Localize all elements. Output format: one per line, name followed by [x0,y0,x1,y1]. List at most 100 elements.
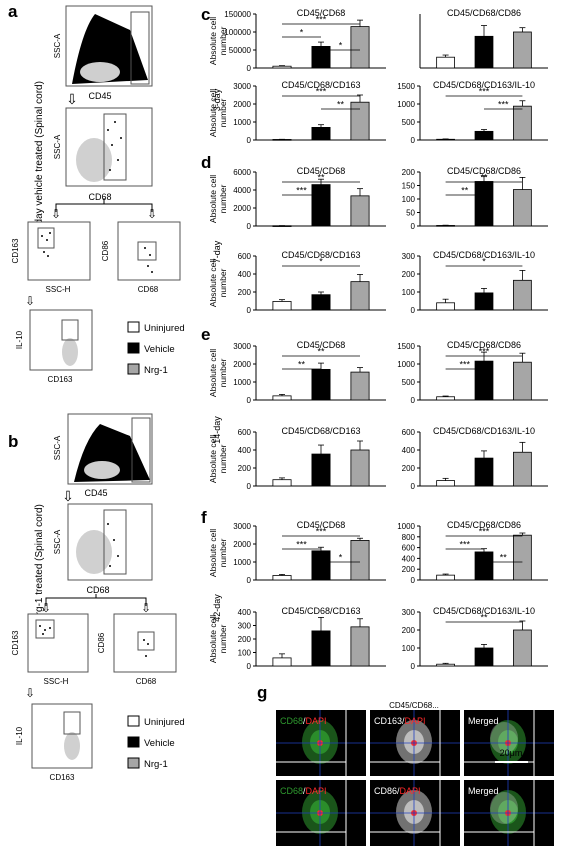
event [117,555,119,557]
y-tick-label: 2000 [233,360,251,369]
y-axis-label: Absolute cellnumber [208,529,228,577]
y-tick-label: 100 [402,195,416,204]
legend-label-nrg1: Nrg-1 [144,365,168,376]
chart-title: CD45/CD68/CD163/IL-10 [433,426,535,436]
bar-nrg-1 [513,279,532,311]
significance-stars: *** [479,527,490,537]
y-tick-label: 0 [247,136,252,145]
y-axis-label: Absolute cellnumber [208,17,228,65]
bar-uninjured [272,657,292,667]
y-tick-label: 400 [238,608,252,617]
bar-nrg-1 [513,189,532,227]
flow-plot-cd163 [27,613,89,673]
significance-stars: ** [500,553,508,563]
bar-vehicle [311,184,331,227]
arrow-down-icon: ⇩ [41,601,51,615]
axis-ssc-h: SSC-H [46,285,71,294]
tile-label: CD86/DAPI [374,786,421,796]
y-tick-label: 1000 [397,360,415,369]
y-tick-label: 200 [402,565,416,574]
legend-label-vehicle: Vehicle [144,344,175,355]
chart-title: CD45/CD68/CD163 [281,250,360,260]
bar-vehicle [311,453,331,487]
gate [35,619,55,639]
y-tick-label: 3000 [233,342,251,351]
side-label-b: 42-day Nrg-1 treated (Spinal cord) [34,504,45,656]
y-tick-label: 1000 [233,378,251,387]
micrograph-header: CD45/CD68... [389,701,439,710]
legend-swatch-vehicle [127,736,140,748]
y-tick-label: 400 [402,554,416,563]
bar-vehicle [474,35,494,69]
y-tick-label: 0 [411,576,416,585]
y-tick-label: 6000 [233,168,251,177]
bar-vehicle [474,647,494,667]
gate [131,417,151,483]
significance-stars: ** [480,613,488,623]
cell-stain [490,792,518,824]
event [144,247,146,249]
axis-ssc-a: SSC-A [53,529,62,554]
axis-cd163: CD163 [11,630,20,655]
chart-10: 0 200 400 600 Absolute cellnumber CD45/CD68/C… [208,426,386,491]
arrow-down-icon: ⇩ [62,488,74,504]
density-contour [62,338,78,366]
flow-plot-il10 [31,703,93,769]
bar-vehicle [474,181,494,227]
tile-label: CD68/DAPI [280,786,327,796]
bar-nrg-1 [350,195,370,227]
significance-stars: ** [461,186,469,196]
micrograph-tile: CD86/DAPI [370,780,460,846]
axis-cd86: CD86 [101,240,110,261]
event [120,137,122,139]
bar-vehicle [474,457,494,487]
event [49,627,51,629]
chart-4: 0 2000 4000 6000 Absolute cellnumber CD45/CD6… [208,166,386,231]
bar-uninjured [272,65,292,69]
y-tick-label: 0 [247,222,252,231]
density-contour [76,138,112,182]
bar-nrg-1 [350,281,370,311]
event [109,169,111,171]
event [111,144,113,146]
flow-plot-cd68 [65,107,153,187]
y-tick-label: 0 [247,64,252,73]
y-axis-label: Absolute cellnumber [208,349,228,397]
y-tick-label: 0 [411,222,416,231]
legend-swatch-vehicle [127,342,140,354]
event [151,271,153,273]
bar-vehicle [474,292,494,311]
gate [137,631,155,651]
bar-uninjured [436,663,455,667]
row-label-14-day: 14-day [212,416,222,444]
event [41,235,43,237]
chart-title: CD45/CD68/CD163 [281,80,360,90]
axis-il10: IL-10 [15,330,24,349]
y-tick-label: 150000 [224,10,251,19]
chart-title: CD45/CD68/CD163/IL-10 [433,250,535,260]
significance-stars: ** [317,173,325,183]
significance-stars: *** [296,186,307,196]
chart-title: CD45/CD68/CD86 [447,340,521,350]
legend-swatch-nrg1 [127,757,140,769]
significance-stars: * [339,553,343,563]
axis-cd68: CD68 [86,585,109,595]
branch-connector [55,198,153,212]
y-tick-label: 500 [402,118,416,127]
tile-label: Merged [468,786,499,796]
y-tick-label: 1000 [397,100,415,109]
y-tick-label: 3000 [233,82,251,91]
density-contour [80,62,120,82]
y-tick-label: 500 [402,378,416,387]
bar-nrg-1 [513,361,532,401]
legend-label-vehicle: Vehicle [144,738,175,749]
event [147,265,149,267]
density-contour [64,732,80,760]
y-tick-label: 0 [247,306,252,315]
event [43,251,45,253]
bar-nrg-1 [350,626,370,667]
y-tick-label: 0 [411,662,416,671]
arrow-down-icon: ⇩ [25,294,35,308]
